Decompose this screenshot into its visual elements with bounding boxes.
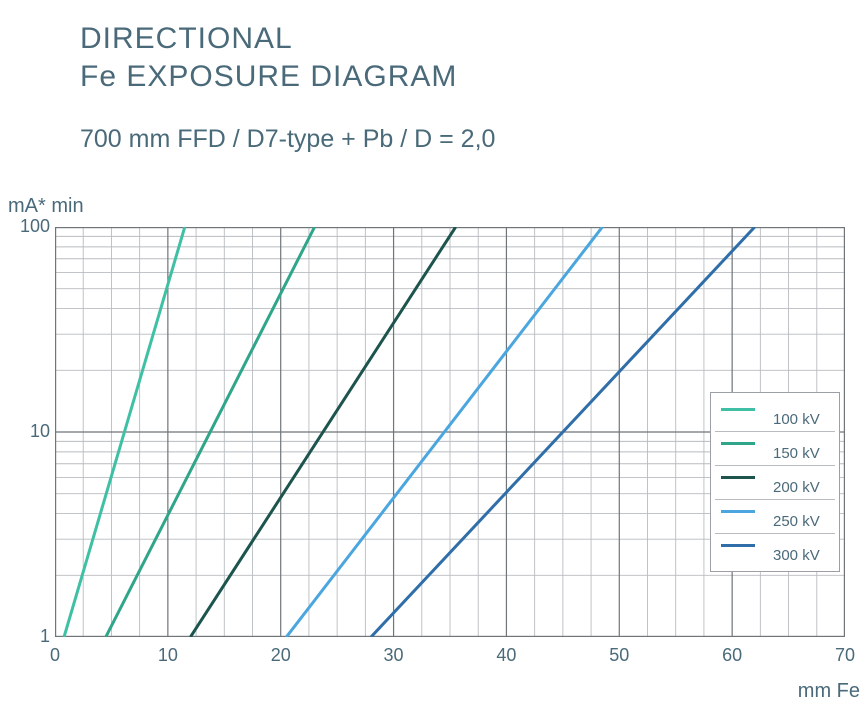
title-line-2: Fe EXPOSURE DIAGRAM — [80, 60, 457, 93]
x-tick: 70 — [835, 645, 855, 666]
legend-divider — [715, 431, 835, 432]
y-tick: 10 — [5, 421, 50, 442]
x-tick: 40 — [496, 645, 516, 666]
legend: 100 kV 150 kV 200 kV 250 kV 300 kV — [710, 392, 840, 572]
y-axis-label: mA* min — [8, 195, 84, 218]
legend-swatch — [721, 544, 755, 547]
x-tick: 30 — [384, 645, 404, 666]
x-tick: 20 — [271, 645, 291, 666]
legend-label: 200 kV — [773, 479, 820, 496]
title-line-1: DIRECTIONAL — [80, 22, 293, 55]
legend-swatch — [721, 510, 755, 513]
x-tick: 0 — [50, 645, 60, 666]
legend-swatch — [721, 476, 755, 479]
legend-label: 300 kV — [773, 547, 820, 564]
legend-swatch — [721, 442, 755, 445]
chart-title: DIRECTIONAL Fe EXPOSURE DIAGRAM — [80, 20, 457, 95]
legend-divider — [715, 533, 835, 534]
legend-label: 150 kV — [773, 445, 820, 462]
x-tick: 60 — [722, 645, 742, 666]
legend-swatch — [721, 408, 755, 411]
chart-subtitle: 700 mm FFD / D7-type + Pb / D = 2,0 — [80, 125, 495, 154]
exposure-diagram-page: DIRECTIONAL Fe EXPOSURE DIAGRAM 700 mm F… — [0, 0, 865, 716]
x-tick: 10 — [158, 645, 178, 666]
legend-divider — [715, 465, 835, 466]
legend-label: 250 kV — [773, 513, 820, 530]
x-tick: 50 — [609, 645, 629, 666]
legend-divider — [715, 499, 835, 500]
y-tick: 1 — [5, 626, 50, 647]
legend-label: 100 kV — [773, 411, 820, 428]
x-axis-label: mm Fe — [798, 680, 860, 703]
y-tick: 100 — [5, 216, 50, 237]
